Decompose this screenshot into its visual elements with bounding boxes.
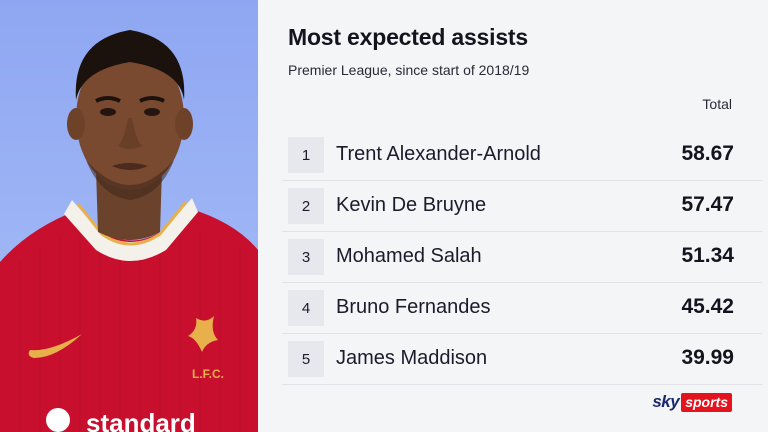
- xa-value: 39.99: [681, 346, 734, 369]
- sky-sports-logo: sky sports: [652, 392, 732, 412]
- column-header-total: Total: [702, 96, 732, 112]
- player-photo: L.F.C. standard: [0, 0, 258, 432]
- table-panel: Most expected assists Premier League, si…: [258, 0, 768, 432]
- xa-value: 58.67: [681, 142, 734, 165]
- xa-value: 45.42: [681, 295, 734, 318]
- sponsor-text: standard: [86, 408, 196, 432]
- crest-text: L.F.C.: [192, 367, 224, 381]
- player-illustration: L.F.C. standard: [0, 30, 258, 432]
- page-title: Most expected assists: [288, 24, 528, 50]
- list-item: 4 Bruno Fernandes 45.42: [282, 283, 762, 334]
- logo-sky: sky: [652, 392, 680, 411]
- rank-badge: 2: [288, 188, 324, 224]
- list-item: 1 Trent Alexander-Arnold 58.67: [282, 130, 762, 181]
- sponsor-icon: [46, 408, 70, 432]
- rank-badge: 1: [288, 137, 324, 173]
- rank-badge: 4: [288, 290, 324, 326]
- player-name: James Maddison: [336, 347, 488, 369]
- xa-value: 57.47: [681, 193, 734, 216]
- xa-value: 51.34: [681, 244, 734, 267]
- rank-badge: 5: [288, 341, 324, 377]
- list-item: 5 James Maddison 39.99: [282, 334, 762, 385]
- player-name: Trent Alexander-Arnold: [336, 143, 541, 165]
- player-name: Kevin De Bruyne: [336, 194, 487, 216]
- list-item: 3 Mohamed Salah 51.34: [282, 232, 762, 283]
- rank-badge: 3: [288, 239, 324, 275]
- swoosh-icon: [28, 334, 83, 358]
- player-name: Bruno Fernandes: [336, 296, 491, 318]
- list-item: 2 Kevin De Bruyne 57.47: [282, 181, 762, 232]
- ranking-list: 1 Trent Alexander-Arnold 58.67 2 Kevin D…: [282, 130, 762, 385]
- crest-icon: [188, 316, 218, 352]
- player-name: Mohamed Salah: [336, 245, 482, 267]
- page-subtitle: Premier League, since start of 2018/19: [288, 62, 530, 78]
- logo-sports: sports: [681, 392, 732, 412]
